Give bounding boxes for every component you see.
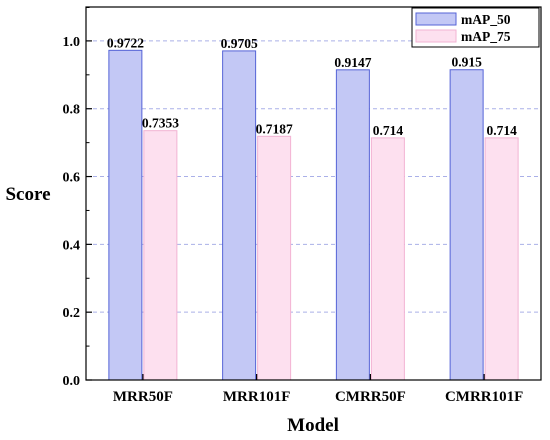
- legend: mAP_50 mAP_75: [411, 7, 540, 48]
- x-tick-label: MRR50F: [113, 389, 173, 405]
- y-tick-label: 0.4: [63, 238, 81, 253]
- data-label: 0.9705: [221, 36, 258, 51]
- data-label: 0.9147: [334, 55, 371, 70]
- y-tick-label: 0.8: [63, 103, 81, 118]
- x-axis: MRR50F MRR101F CMRR50F CMRR101F: [113, 374, 523, 405]
- bar-map-75: [370, 137, 405, 381]
- bar-map-75: [257, 135, 292, 381]
- data-label: 0.714: [373, 123, 404, 138]
- x-tick-label: CMRR50F: [335, 389, 406, 405]
- bar-map-50: [335, 69, 370, 381]
- x-tick-label: MRR101F: [223, 389, 291, 405]
- y-tick-label: 1.0: [63, 35, 81, 50]
- y-tick-label: 0.6: [63, 171, 81, 186]
- y-axis: 0.0 0.2 0.4 0.6 0.8 1.0: [63, 7, 92, 389]
- x-axis-title: Model: [287, 415, 339, 436]
- data-label: 0.7353: [142, 116, 179, 131]
- data-labels: 0.9722 0.7353 0.9705 0.7187 0.9147 0.714 0.915…: [107, 35, 517, 138]
- y-tick-label: 0.0: [63, 374, 81, 389]
- bar-map-75: [143, 130, 178, 381]
- y-axis-title: Score: [5, 184, 50, 205]
- data-label: 0.7187: [256, 121, 293, 136]
- legend-swatch: [415, 29, 457, 43]
- data-label: 0.714: [486, 123, 517, 138]
- legend-swatch: [415, 12, 457, 26]
- bar-map-50: [108, 49, 143, 381]
- bar-map-50: [449, 69, 484, 381]
- bar-map-50: [222, 50, 257, 381]
- x-tick-label: CMRR101F: [445, 389, 523, 405]
- legend-label: mAP_75: [461, 29, 511, 44]
- y-tick-label: 0.2: [63, 306, 81, 321]
- plot-frame: [85, 6, 542, 381]
- data-label: 0.915: [451, 55, 482, 70]
- legend-label: mAP_50: [461, 12, 511, 27]
- bars: [108, 49, 519, 381]
- bar-map-75: [484, 137, 519, 381]
- data-label: 0.9722: [107, 35, 144, 50]
